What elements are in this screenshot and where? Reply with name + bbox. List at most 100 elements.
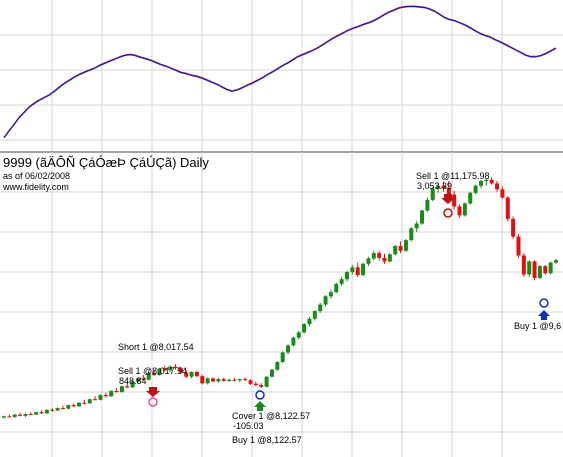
candle-body [537,266,542,278]
indicator-panel [3,5,557,139]
candle-body [532,261,537,278]
candle-body [200,376,205,384]
candle-body [307,318,312,325]
candle-body [259,385,264,387]
candle-body [420,210,425,224]
candle-body [205,378,210,384]
candle-body [237,379,242,381]
candle-body [371,253,376,259]
candle-body [50,409,55,411]
candle-body [425,199,430,211]
candle-body [44,409,49,414]
buy-label-2: Buy 1 @9,6 [514,321,561,331]
sell-arrow-icon [441,194,455,204]
candle-body [34,412,39,415]
candle-body [312,311,317,319]
candle-body [430,188,435,200]
candle-body [39,412,44,414]
candle-body [436,185,441,189]
candle-body [269,369,274,377]
candle-body [157,368,162,375]
candle-body [452,194,457,207]
trade-circle-icon [443,208,453,218]
candle-body [387,254,392,262]
cover-pnl: -105.03 [233,421,264,431]
candle-body [178,368,183,373]
candle-body [87,399,92,404]
candle-body [473,185,478,193]
candle-body [323,296,328,305]
candle-body [66,405,71,409]
candle-body [194,372,199,377]
candle-body [334,283,339,293]
candle-body [398,246,403,251]
candle-body [253,383,258,386]
short-label: Short 1 @8,017.54 [118,342,194,352]
candle-body [98,395,103,400]
candle-body [328,292,333,297]
candle-body [189,372,194,377]
candle-body [275,361,280,370]
candle-body [446,188,451,195]
candle-body [243,379,248,381]
candle-body [227,379,232,381]
candle-body [377,253,382,258]
candle-body [2,416,6,418]
buy-arrow-icon [538,310,550,320]
candle-body [221,379,226,381]
sell-pnl-2: 3,053.39 [417,181,452,191]
candle-body [23,413,28,416]
candle-body [414,223,419,229]
candle-body [28,413,33,415]
candle-body [280,352,285,362]
candle-body [82,402,87,404]
candle-body [393,246,398,255]
candle-body [355,267,360,276]
candle-body [302,324,307,333]
candle-body [339,279,344,284]
candle-body [554,260,558,263]
candle-body [478,181,483,186]
candle-body [457,206,462,216]
candle-body [286,345,291,353]
candle-body [77,402,82,407]
candle-body [548,262,553,274]
candle-body [516,236,521,256]
candle-body [264,376,269,387]
candle-body [152,373,157,375]
chart-title: 9999 (ãÄÔÑ ÇáÓæÞ ÇáÚÇã) Daily [3,155,209,170]
trade-circle-icon [539,298,549,308]
trade-markers [146,194,550,411]
candle-body [55,408,60,411]
candle-body [291,337,296,346]
candle-body [441,185,446,189]
candle-body [125,386,130,388]
candle-body [366,258,371,264]
candle-body [248,380,253,384]
sell-label-2: Sell 1 @11,175.98 [416,171,490,181]
candle-body [184,372,189,377]
candle-body [216,379,221,382]
candle-body [489,179,494,184]
candle-body [505,197,510,219]
candle-body [173,366,178,369]
trade-circle-icon [255,390,265,400]
candle-body [168,366,173,371]
candle-body [462,203,467,216]
chart-source: www.fidelity.com [2,182,69,192]
candle-body [500,189,505,198]
candle-body [232,379,237,381]
chart-date: as of 06/02/2008 [3,171,70,181]
candle-body [468,192,473,204]
candle-body [527,261,532,275]
candle-body [12,414,17,417]
sell-pnl-1: 848.84 [119,376,147,386]
candle-body [141,378,146,380]
candle-body [361,263,366,276]
candle-body [93,399,98,401]
sell-arrow-icon [146,387,160,397]
candle-body [495,183,500,190]
candle-body [543,266,548,274]
candle-body [409,228,414,241]
candle-body [146,373,151,380]
